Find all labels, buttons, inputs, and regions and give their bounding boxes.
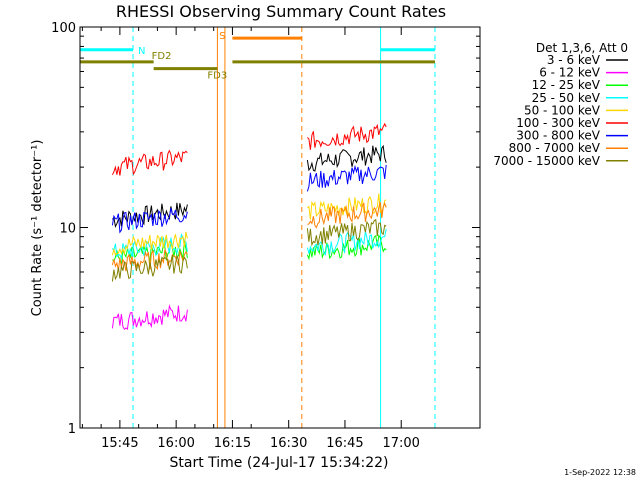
series-line-7-segment-1 [307, 201, 387, 229]
flag-bars: N S FD2 FD3 [80, 31, 435, 82]
flag-label-fd3: FD3 [207, 71, 227, 82]
legend-label: 7000 - 15000 keV [493, 154, 600, 168]
x-tick-label: 16:15 [214, 436, 251, 451]
y-tick-label: 10 [59, 222, 76, 237]
axes: 15:45 16:00 16:15 16:30 16:45 17:00 1 10 100 [51, 21, 480, 451]
x-tick-label: 16:00 [157, 436, 194, 451]
series-line-1-segment-0 [111, 304, 188, 330]
footer-timestamp: 1-Sep-2022 12:38 [564, 468, 636, 477]
series-line-3-segment-1 [306, 228, 387, 256]
plot-frame [79, 26, 481, 429]
flag-label-n: N [138, 46, 145, 57]
legend-label: 25 - 50 keV [532, 91, 601, 105]
legend-label: 300 - 800 keV [516, 129, 600, 143]
series-line-4-segment-1 [307, 193, 387, 220]
x-axis-label: Start Time (24-Jul-17 15:34:22) [169, 455, 388, 471]
legend-title: Det 1,3,6, Att 0 [536, 41, 628, 55]
flag-label-s: S [219, 31, 225, 42]
y-tick-label: 100 [51, 21, 76, 36]
series-line-2-segment-0 [112, 240, 188, 266]
flag-label-fd2: FD2 [152, 51, 172, 62]
chart-title: RHESSI Observing Summary Count Rates [116, 2, 446, 21]
x-tick-label: 15:45 [101, 436, 138, 451]
series-line-8-segment-1 [306, 218, 387, 247]
data-series [111, 122, 387, 330]
legend-label: 100 - 300 keV [516, 116, 600, 130]
series-line-4-segment-0 [111, 231, 188, 256]
series-line-6-segment-1 [306, 164, 387, 192]
legend-label: 12 - 25 keV [532, 78, 601, 92]
y-axis-label: Count Rate (s⁻¹ detector⁻¹) [30, 140, 45, 317]
series-line-7-segment-0 [111, 248, 188, 272]
series-line-5-segment-0 [111, 149, 188, 176]
x-tick-label: 16:45 [326, 436, 363, 451]
series-line-2-segment-1 [306, 233, 387, 261]
series-line-0-segment-1 [306, 144, 387, 172]
legend-label: 6 - 12 keV [539, 66, 601, 80]
legend-label: 50 - 100 keV [524, 103, 601, 117]
x-tick-label: 17:00 [382, 436, 419, 451]
legend-label: 3 - 6 keV [547, 53, 601, 67]
series-line-6-segment-0 [111, 207, 188, 234]
series-line-3-segment-0 [111, 233, 188, 260]
background-lines [79, 27, 436, 428]
series-line-8-segment-0 [111, 255, 188, 282]
series-line-0-segment-0 [112, 202, 188, 229]
legend-label: 800 - 7000 keV [509, 141, 601, 155]
y-tick-label: 1 [68, 422, 76, 437]
x-tick-label: 16:30 [270, 436, 307, 451]
series-line-5-segment-1 [307, 122, 387, 150]
